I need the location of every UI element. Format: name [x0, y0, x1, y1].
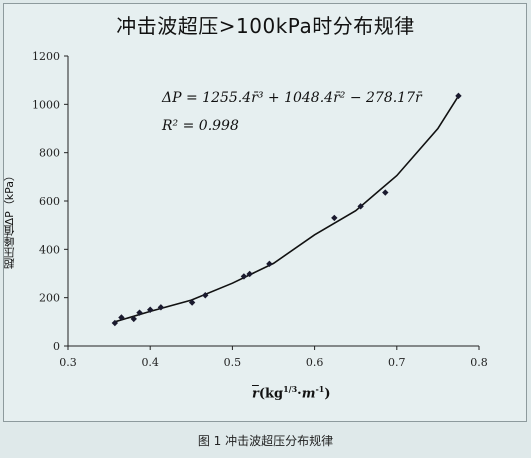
- data-point: [382, 189, 389, 196]
- data-point: [240, 273, 248, 280]
- fit-equation: ΔP = 1255.4r̄³ + 1048.4r̄² − 278.17r̄: [162, 90, 422, 106]
- data-point: [130, 315, 137, 323]
- x-tick-label: 0.3: [59, 356, 77, 369]
- data-point: [455, 92, 462, 100]
- y-tick-label: 800: [39, 147, 60, 160]
- trendline: [114, 95, 460, 323]
- data-point: [118, 314, 125, 321]
- y-tick-label: 1200: [32, 50, 60, 63]
- figure-caption: 图 1 冲击波超压分布规律: [197, 434, 334, 448]
- x-tick-label: 0.8: [470, 356, 488, 369]
- chart-title: 冲击波超压>100kPa时分布规律: [116, 14, 415, 38]
- data-point: [246, 270, 253, 278]
- data-point: [147, 306, 154, 313]
- data-point: [202, 292, 209, 299]
- data-point: [157, 304, 165, 311]
- x-tick-label: 0.7: [388, 356, 406, 369]
- data-point: [266, 260, 273, 268]
- data-point: [188, 299, 196, 306]
- y-tick-label: 0: [53, 340, 60, 353]
- x-tick-label: 0.5: [224, 356, 242, 369]
- data-point: [111, 319, 119, 327]
- chart-frame: [3, 3, 527, 422]
- y-tick-label: 200: [39, 292, 60, 305]
- r-squared: R² = 0.998: [162, 118, 239, 134]
- y-tick-label: 400: [39, 243, 60, 256]
- x-axis-label: r(kg1/3·m-1): [252, 384, 331, 402]
- data-point: [357, 203, 364, 210]
- data-point: [331, 214, 338, 222]
- y-tick-label: 600: [39, 195, 60, 208]
- data-point: [136, 309, 143, 316]
- y-tick-label: 1000: [32, 98, 60, 111]
- x-tick-label: 0.4: [141, 356, 159, 369]
- x-tick-label: 0.6: [306, 356, 324, 369]
